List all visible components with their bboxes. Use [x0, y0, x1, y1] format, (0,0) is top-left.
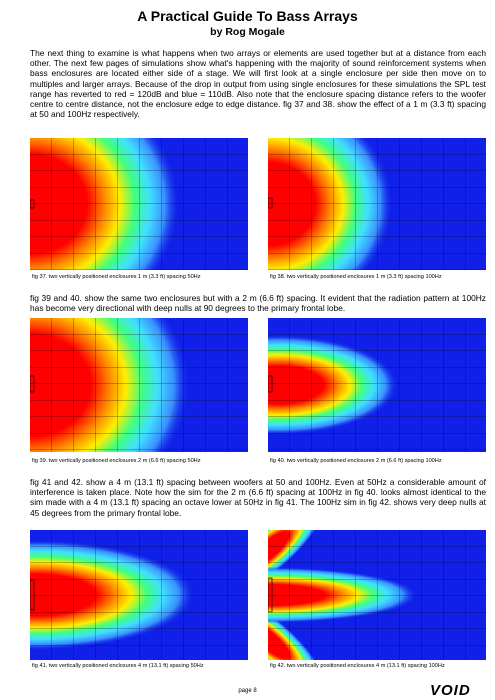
paragraph: fig 39 and 40. show the same two enclosu… — [30, 293, 486, 314]
simulation-image — [268, 318, 486, 452]
caption: fig 42. two vertically positioned enclos… — [270, 663, 445, 669]
simulation-image — [268, 138, 486, 270]
author: by Rog Mogale — [210, 26, 285, 38]
page-number: page 8 — [238, 688, 257, 694]
caption: fig 37. two vertically positioned enclos… — [32, 274, 201, 280]
simulation-image — [30, 530, 248, 660]
logo: VOID — [430, 682, 471, 699]
caption: fig 40. two vertically positioned enclos… — [270, 458, 442, 464]
title: A Practical Guide To Bass Arrays — [137, 8, 358, 24]
simulation-image — [30, 318, 248, 452]
paragraph: The next thing to examine is what happen… — [30, 48, 486, 120]
caption: fig 39. two vertically positioned enclos… — [32, 458, 201, 464]
simulation-image — [30, 138, 248, 270]
paragraph: fig 41 and 42. show a 4 m (13.1 ft) spac… — [30, 477, 486, 518]
caption: fig 38. two vertically positioned enclos… — [270, 274, 442, 280]
simulation-image — [268, 530, 486, 660]
caption: fig 41. two vertically positioned enclos… — [32, 663, 204, 669]
